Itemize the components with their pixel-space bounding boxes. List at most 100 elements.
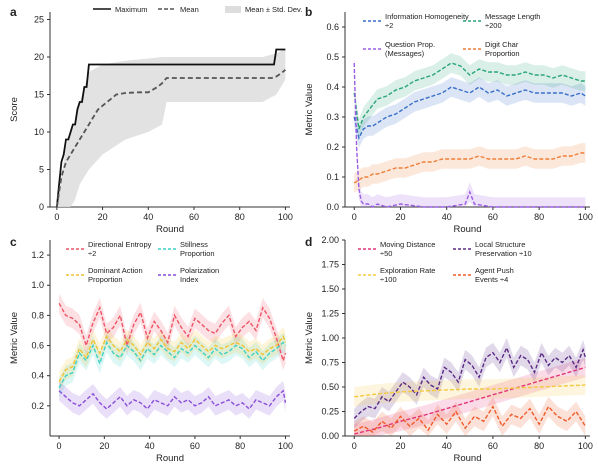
legend-label-line: Proportion xyxy=(88,275,123,284)
y-tick-label-d: 1.00 xyxy=(321,333,339,343)
y-axis-label-c: Metric Value xyxy=(9,312,20,364)
legend-label-line: Moving Distance xyxy=(380,240,435,249)
legend-label-a-0: Maximum xyxy=(115,5,148,14)
y-tick-label-c: 0.8 xyxy=(31,310,44,320)
y-tick-label-b: 0.2 xyxy=(326,142,339,152)
y-tick-label-b: 0.0 xyxy=(326,202,339,212)
legend-label-line: Agent Push xyxy=(475,266,514,275)
x-axis-label-a: Round xyxy=(156,224,184,235)
x-tick-label-c: 40 xyxy=(145,441,155,451)
legend-label-line: Directional Entropy xyxy=(88,240,152,249)
legend-swatch-a-2 xyxy=(225,6,241,13)
y-tick-label-d: 2.00 xyxy=(321,235,339,245)
legend-label-line: Dominant Action xyxy=(88,266,143,275)
x-tick-label-a: 0 xyxy=(54,212,59,222)
legend-label-line: Proportion xyxy=(485,49,520,58)
legend-label-b-1: Message Length ÷200 xyxy=(485,12,540,30)
legend-label-line: ÷2 xyxy=(385,21,393,30)
legend-label-line: Digit Char xyxy=(485,40,519,49)
y-tick-label-c: 0.2 xyxy=(31,401,44,411)
legend-label-line: Message Length xyxy=(485,12,540,21)
x-tick-label-b: 60 xyxy=(488,212,498,222)
y-tick-label-a: 25 xyxy=(34,15,44,25)
panel-label-c: c xyxy=(10,235,17,249)
y-tick-label-b: 0.4 xyxy=(326,82,339,92)
series-line-c-3 xyxy=(58,389,287,410)
x-tick-label-d: 100 xyxy=(578,441,593,451)
legend-label-c-3: Polarization Index xyxy=(180,266,219,284)
y-tick-label-c: 1.0 xyxy=(31,280,44,290)
panel-label-a: a xyxy=(10,5,17,19)
x-tick-label-d: 60 xyxy=(488,441,498,451)
legend-label-b-0: Information Homogeneity ÷2 xyxy=(385,12,469,30)
y-tick-label-d: 0.25 xyxy=(321,407,339,417)
legend-label-line: Events ÷4 xyxy=(475,275,508,284)
series-line-d-2 xyxy=(354,384,586,398)
legend-label-c-1: Stillness Proportion xyxy=(180,240,215,258)
legend-label-line: Preservation ÷10 xyxy=(475,249,532,258)
series-line-a-0 xyxy=(56,48,286,208)
x-tick-label-a: 20 xyxy=(98,212,108,222)
series-ribbon-d-0 xyxy=(354,357,586,436)
x-axis-label-b: Round xyxy=(454,224,482,235)
series-ribbon-b-0 xyxy=(354,77,586,148)
legend-label-line: (Messages) xyxy=(385,49,425,58)
legend-label-b-2: Question Prop. (Messages) xyxy=(385,40,435,58)
x-axis-label-c: Round xyxy=(156,453,184,462)
y-tick-label-c: 0.4 xyxy=(31,371,44,381)
series-line-b-1 xyxy=(353,62,586,130)
legend-label-line: ÷100 xyxy=(380,275,397,284)
y-tick-label-c: 0.6 xyxy=(31,341,44,351)
legend-label-c-2: Dominant Action Proportion xyxy=(88,266,143,284)
y-tick-label-a: 10 xyxy=(34,127,44,137)
x-tick-label-d: 40 xyxy=(442,441,452,451)
series-line-c-1 xyxy=(58,340,287,389)
x-tick-label-c: 0 xyxy=(57,441,62,451)
y-tick-label-b: 0.1 xyxy=(326,172,339,182)
legend-label-d-2: Exploration Rate ÷100 xyxy=(380,266,435,284)
legend-label-line: Exploration Rate xyxy=(380,266,435,275)
y-tick-label-d: 1.75 xyxy=(321,260,339,270)
legend-label-a-2: Mean ± Std. Dev. xyxy=(245,5,302,14)
y-tick-label-a: 15 xyxy=(34,90,44,100)
x-axis-label-d: Round xyxy=(454,453,482,462)
legend-label-line: Polarization xyxy=(180,266,219,275)
x-tick-label-a: 100 xyxy=(278,212,293,222)
series-ribbon-d-3 xyxy=(354,396,586,436)
x-tick-label-b: 40 xyxy=(442,212,452,222)
y-tick-label-a: 0 xyxy=(39,202,44,212)
series-line-c-2 xyxy=(58,335,287,383)
y-tick-label-d: 0.00 xyxy=(321,431,339,441)
series-ribbon-c-1 xyxy=(59,332,286,398)
y-tick-label-b: 0.5 xyxy=(326,52,339,62)
x-tick-label-c: 100 xyxy=(278,441,293,451)
series-line-d-3 xyxy=(353,405,586,434)
x-tick-label-d: 80 xyxy=(534,441,544,451)
x-tick-label-d: 20 xyxy=(395,441,405,451)
series-ribbon-d-2 xyxy=(354,375,586,407)
series-ribbon-c-0 xyxy=(59,293,286,371)
series-line-d-0 xyxy=(354,366,586,435)
y-tick-label-b: 0.3 xyxy=(326,112,339,122)
legend-label-a-1: Mean xyxy=(180,5,199,14)
y-tick-label-a: 20 xyxy=(34,52,44,62)
x-tick-label-a: 60 xyxy=(189,212,199,222)
y-axis-label-a: Score xyxy=(9,97,20,122)
y-tick-label-d: 1.25 xyxy=(321,309,339,319)
series-ribbon-b-3 xyxy=(354,143,586,193)
y-tick-label-b: 0.6 xyxy=(326,22,339,32)
y-tick-label-d: 0.50 xyxy=(321,382,339,392)
series-line-b-3 xyxy=(353,152,586,184)
legend-label-line: Information Homogeneity xyxy=(385,12,469,21)
y-tick-label-a: 5 xyxy=(39,165,44,175)
band-a xyxy=(56,49,286,207)
series-line-b-0 xyxy=(353,86,586,141)
x-tick-label-c: 60 xyxy=(190,441,200,451)
legend-label-line: Local Structure xyxy=(475,240,525,249)
y-tick-label-d: 1.50 xyxy=(321,284,339,294)
x-tick-label-c: 80 xyxy=(235,441,245,451)
legend-label-line: Maximum xyxy=(115,5,148,14)
x-tick-label-b: 0 xyxy=(352,212,357,222)
